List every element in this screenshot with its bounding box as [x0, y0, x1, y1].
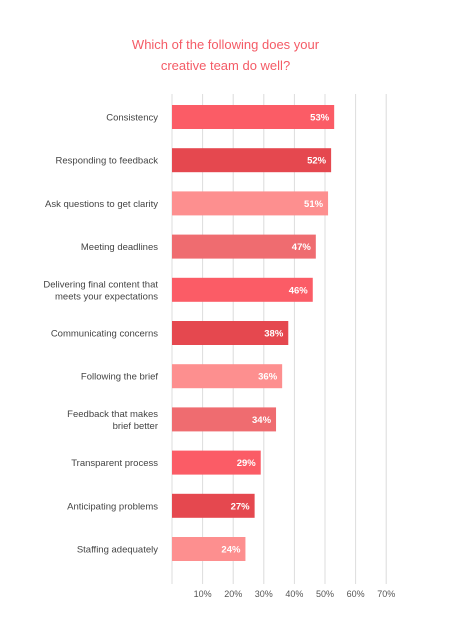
bar — [172, 537, 246, 561]
bar-value-label: 36% — [258, 372, 278, 383]
category-label: Following the brief — [81, 372, 158, 383]
bar — [172, 277, 313, 302]
bar — [172, 105, 335, 129]
bar-value-label: 51% — [304, 199, 324, 210]
bar-value-label: 47% — [292, 242, 312, 253]
x-tick-label: 40% — [285, 589, 303, 599]
chart-title: Which of the following does your creativ… — [0, 34, 451, 76]
category-label: Delivering final content that — [43, 279, 158, 290]
category-label: Anticipating problems — [67, 501, 158, 512]
bar-value-label: 38% — [264, 329, 284, 340]
category-label: Responding to feedback — [56, 156, 159, 167]
bar-value-label: 27% — [231, 501, 251, 512]
category-label: Transparent process — [71, 458, 158, 469]
x-tick-label: 30% — [255, 589, 273, 599]
chart-title-line-2: creative team do well? — [160, 58, 291, 73]
bar-value-label: 46% — [289, 285, 309, 296]
bar — [172, 407, 277, 432]
bar — [172, 234, 316, 259]
chart-title-line-1: Which of the following does your — [131, 37, 320, 52]
bar — [172, 364, 283, 389]
category-label: Communicating concerns — [51, 329, 158, 340]
category-label: Ask questions to get clarity — [45, 199, 158, 210]
x-tick-label: 50% — [316, 589, 334, 599]
x-tick-label: 10% — [194, 589, 212, 599]
category-label: Staffing adequately — [77, 545, 158, 556]
category-label: Consistency — [106, 113, 158, 124]
value-labels: 53% 52% 51% 47% 46% 38% 36% 34% 29% 27% 24% — [221, 113, 329, 556]
x-tick-label: 70% — [377, 589, 395, 599]
bar — [172, 148, 332, 173]
bar — [172, 321, 289, 345]
category-label: brief better — [113, 421, 158, 432]
bar-value-label: 52% — [307, 156, 327, 167]
category-label: Feedback that makes — [67, 409, 158, 420]
bars — [172, 105, 335, 561]
category-label: Meeting deadlines — [81, 242, 158, 253]
bar — [172, 191, 329, 216]
category-label: meets your expectations — [55, 291, 158, 302]
category-labels: Consistency Responding to feedback Ask que… — [43, 113, 158, 556]
x-tick-label: 60% — [347, 589, 365, 599]
bar-value-label: 29% — [237, 458, 257, 469]
x-axis-tick-labels: 10% 20% 30% 40% 50% 60% 70% — [194, 589, 396, 599]
bar-value-label: 53% — [310, 113, 330, 124]
bar — [172, 450, 261, 475]
bar-value-label: 34% — [252, 415, 272, 426]
x-tick-label: 20% — [224, 589, 242, 599]
bar-value-label: 24% — [221, 545, 241, 556]
bar — [172, 493, 255, 518]
